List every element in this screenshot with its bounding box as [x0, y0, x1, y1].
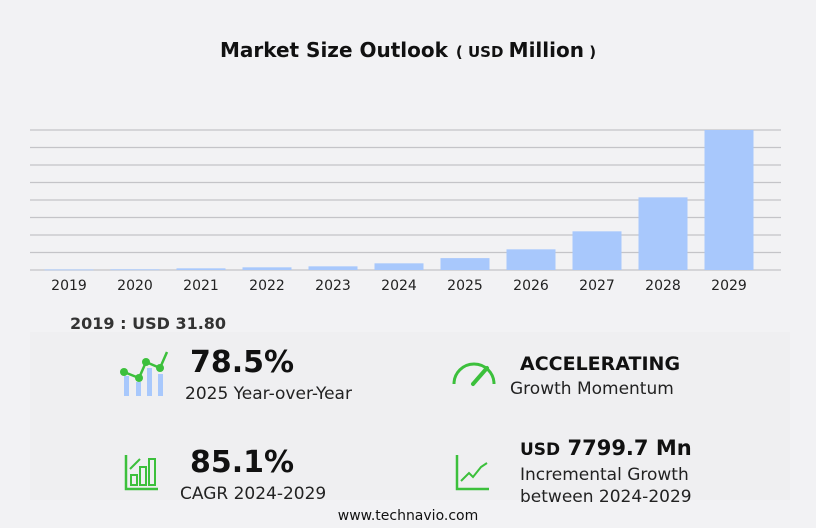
x-tick-label: 2021: [183, 278, 219, 294]
incremental-value: USD 7799.7 Mn: [520, 436, 692, 460]
cagr-value: 85.1%: [190, 445, 295, 480]
yoy-value: 78.5%: [190, 345, 295, 380]
unit-prefix: USD: [468, 43, 504, 61]
footer-url: www.technavio.com: [337, 508, 479, 524]
bar-2019: [44, 269, 94, 271]
bar-2021: [176, 268, 226, 270]
x-tick-label: 2024: [381, 278, 417, 294]
x-tick-label: 2022: [249, 278, 285, 294]
bar-2020: [110, 269, 160, 271]
bar-2024: [374, 263, 424, 270]
bar-2026: [506, 249, 556, 270]
x-tick-label: 2026: [513, 278, 549, 294]
first-year-value: 2019 : USD 31.80: [70, 314, 227, 333]
bar-2028: [638, 197, 688, 270]
momentum-value: ACCELERATING: [520, 353, 681, 375]
x-tick-label: 2025: [447, 278, 483, 294]
incremental-amount: 7799.7 Mn: [567, 436, 692, 460]
bar-2022: [242, 267, 292, 270]
bar-2029: [704, 130, 754, 270]
yoy-label: 2025 Year-over-Year: [185, 384, 352, 404]
bar-2023: [308, 266, 358, 270]
growth-chart-icon: [120, 351, 169, 396]
incremental-prefix: USD: [520, 440, 561, 460]
x-tick-label: 2019: [51, 278, 87, 294]
x-tick-label: 2027: [579, 278, 615, 294]
cagr-bar-icon: [124, 455, 158, 491]
unit-text: Million: [508, 38, 584, 62]
cagr-label: CAGR 2024-2029: [180, 484, 327, 504]
speedometer-icon: [452, 362, 496, 386]
x-tick-label: 2029: [711, 278, 747, 294]
trend-up-icon: [455, 455, 489, 491]
bar-2025: [440, 258, 490, 270]
momentum-label: Growth Momentum: [510, 379, 674, 399]
title-text: Market Size Outlook: [219, 38, 448, 62]
bar-2027: [572, 231, 622, 270]
x-tick-label: 2020: [117, 278, 153, 294]
incremental-label: Incremental Growth: [520, 465, 689, 485]
unit-label: ( USD Million ): [455, 38, 597, 62]
chart-title: Market Size Outlook ( USD Million ): [0, 38, 816, 62]
bar-chart: 2019 2020 2021 2022 2023 2024 2025 2026 2027 2028…: [30, 129, 781, 294]
stats-panel: [30, 332, 790, 500]
incremental-period: between 2024-2029: [520, 487, 692, 507]
x-tick-label: 2023: [315, 278, 351, 294]
x-tick-label: 2028: [645, 278, 681, 294]
